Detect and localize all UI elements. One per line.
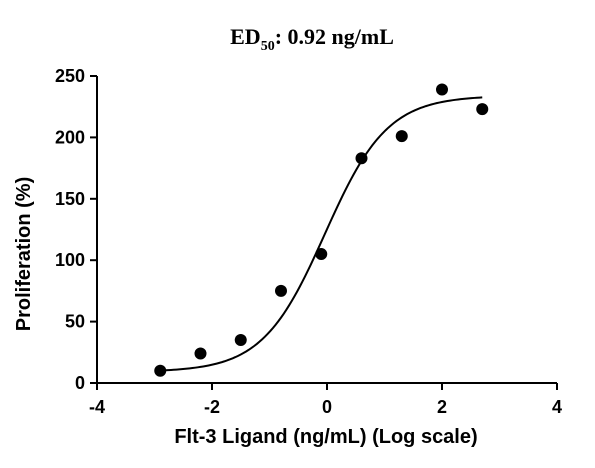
y-tick-label: 100 — [55, 250, 85, 270]
data-point — [194, 347, 207, 360]
fit-curve — [160, 96, 483, 372]
y-tick-label: 250 — [55, 66, 85, 86]
y-tick-label: 50 — [65, 312, 85, 332]
data-point — [154, 364, 167, 377]
chart-title-rest: : 0.92 ng/mL — [275, 24, 394, 49]
data-points — [154, 83, 489, 377]
data-point — [275, 284, 287, 297]
x-tick-label: 2 — [437, 397, 447, 417]
x-tick-label: 0 — [322, 397, 332, 417]
chart-title-subscript: 50 — [261, 39, 275, 54]
y-tick-label: 0 — [75, 373, 85, 393]
y-tick-label: 150 — [55, 189, 85, 209]
data-point — [315, 248, 328, 261]
data-point — [395, 130, 408, 143]
data-point — [355, 152, 368, 165]
data-point — [476, 103, 489, 116]
y-axis-ticks: 0 50 100 150 200 250 — [55, 66, 97, 393]
chart-title: ED50: 0.92 ng/mL — [230, 24, 394, 54]
x-tick-label: -4 — [89, 397, 105, 417]
x-tick-label: 4 — [552, 397, 562, 417]
y-tick-label: 200 — [55, 127, 85, 147]
x-axis-ticks: -4 -2 0 2 4 — [89, 383, 562, 417]
data-point — [436, 83, 448, 96]
data-point — [234, 334, 247, 347]
y-axis-label: Proliferation (%) — [13, 177, 35, 331]
chart-title-main: ED — [230, 24, 261, 49]
x-tick-label: -2 — [204, 397, 220, 417]
x-axis-label: Flt-3 Ligand (ng/mL) (Log scale) — [174, 426, 477, 448]
